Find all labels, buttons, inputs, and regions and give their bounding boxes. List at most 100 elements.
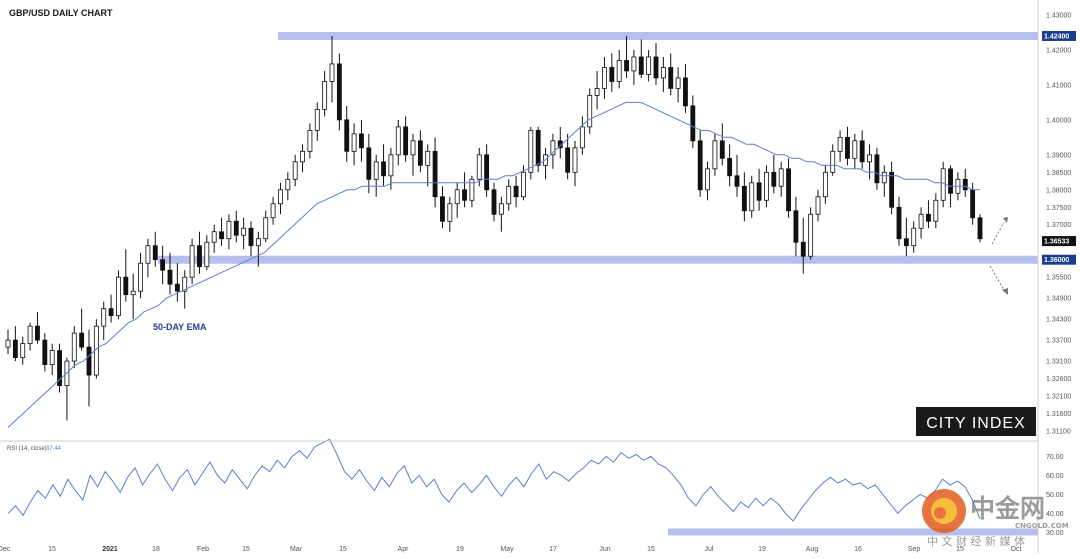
candle (359, 119, 364, 162)
ema-label: 50-DAY EMA (153, 322, 207, 332)
projection-arrows (989, 217, 1008, 295)
candle (800, 217, 806, 274)
candle-body (145, 245, 151, 264)
candle (42, 333, 48, 372)
candle-body (226, 220, 232, 240)
candle-body (174, 283, 180, 292)
candle-body (962, 178, 968, 191)
candle (660, 56, 666, 92)
candle (116, 270, 121, 320)
candle-body (852, 140, 858, 159)
rsi-tick-label: 70.00 (1046, 454, 1064, 461)
candle (12, 326, 18, 362)
candle (874, 147, 880, 190)
x-tick-label: Jul (705, 546, 714, 553)
candle (727, 144, 733, 187)
candle (462, 172, 467, 208)
price-tick-label: 1.31100 (1046, 429, 1071, 436)
price-tick-label: 1.34900 (1046, 296, 1071, 303)
candle (138, 252, 143, 299)
candle-body (741, 185, 747, 212)
candle-body (697, 140, 703, 191)
candle (49, 343, 55, 376)
candle-body (270, 203, 276, 219)
rsi-label: RSI (14, close) (7, 446, 47, 452)
candle-body (322, 81, 328, 110)
candle (859, 130, 865, 169)
candle-body (712, 140, 718, 170)
candle (314, 102, 320, 141)
candle (226, 214, 232, 250)
candle-body (977, 217, 983, 240)
candle-body (528, 129, 534, 173)
candle (336, 53, 342, 131)
candle (793, 196, 799, 257)
level-zone (278, 31, 1038, 40)
candle-body (948, 168, 953, 194)
candle-body (660, 67, 666, 79)
candle (285, 172, 291, 201)
candle (20, 336, 26, 365)
candle-body (219, 231, 224, 240)
candle-body (587, 94, 593, 128)
candle (211, 224, 217, 253)
candle-body (12, 339, 18, 358)
candle (881, 165, 887, 197)
candle (388, 147, 394, 190)
candle (543, 147, 548, 180)
candle (697, 130, 703, 197)
price-tick-label: 1.34300 (1046, 317, 1071, 324)
x-tick-label: 15 (339, 546, 347, 553)
x-tick-label: Jun (599, 546, 610, 553)
candle-body (778, 168, 784, 187)
candle-body (683, 77, 688, 107)
watermark-title: 中金网 (970, 494, 1045, 523)
candle-body (793, 210, 799, 243)
candle-body (314, 108, 320, 131)
level-badge (1042, 254, 1076, 265)
candle (322, 70, 328, 117)
candle-body (808, 213, 814, 257)
candle (535, 126, 541, 173)
level-zone (158, 255, 1038, 264)
candle (911, 221, 917, 253)
candle (101, 301, 107, 341)
rsi-value: 37.44 (46, 446, 62, 452)
candle-body (933, 199, 939, 222)
candle-body (911, 227, 917, 247)
candle (5, 329, 11, 355)
candle (734, 154, 740, 197)
candle-body (970, 189, 976, 219)
price-tick-label: 1.38500 (1046, 170, 1071, 177)
x-tick-label: Sep (908, 546, 921, 553)
candle-body (845, 136, 850, 159)
candle (962, 168, 968, 197)
candle-body (926, 213, 931, 222)
candle-body (86, 346, 92, 376)
x-tick-label: 19 (758, 546, 766, 553)
candle (108, 294, 114, 323)
candle (373, 154, 379, 197)
city-index-logo: CITY INDEX (916, 407, 1036, 436)
candle (940, 161, 946, 208)
candle (815, 189, 821, 222)
candle (160, 245, 166, 285)
candle-body (71, 332, 77, 362)
candle (594, 70, 600, 110)
candle-body (344, 119, 350, 152)
candle (491, 182, 497, 222)
candle-body (484, 154, 490, 191)
candle-body (668, 67, 674, 89)
candle-body (373, 161, 379, 180)
candle-body (830, 150, 836, 173)
candle (300, 144, 305, 173)
x-tick-label: 17 (549, 546, 557, 553)
candle (572, 140, 578, 187)
x-tick-label: 15 (956, 546, 964, 553)
candle-body (469, 178, 475, 201)
candle-body (867, 154, 872, 163)
candle (771, 154, 777, 194)
rsi-tick-label: 50.00 (1046, 492, 1064, 499)
candle (27, 322, 33, 351)
candle-body (241, 227, 247, 236)
